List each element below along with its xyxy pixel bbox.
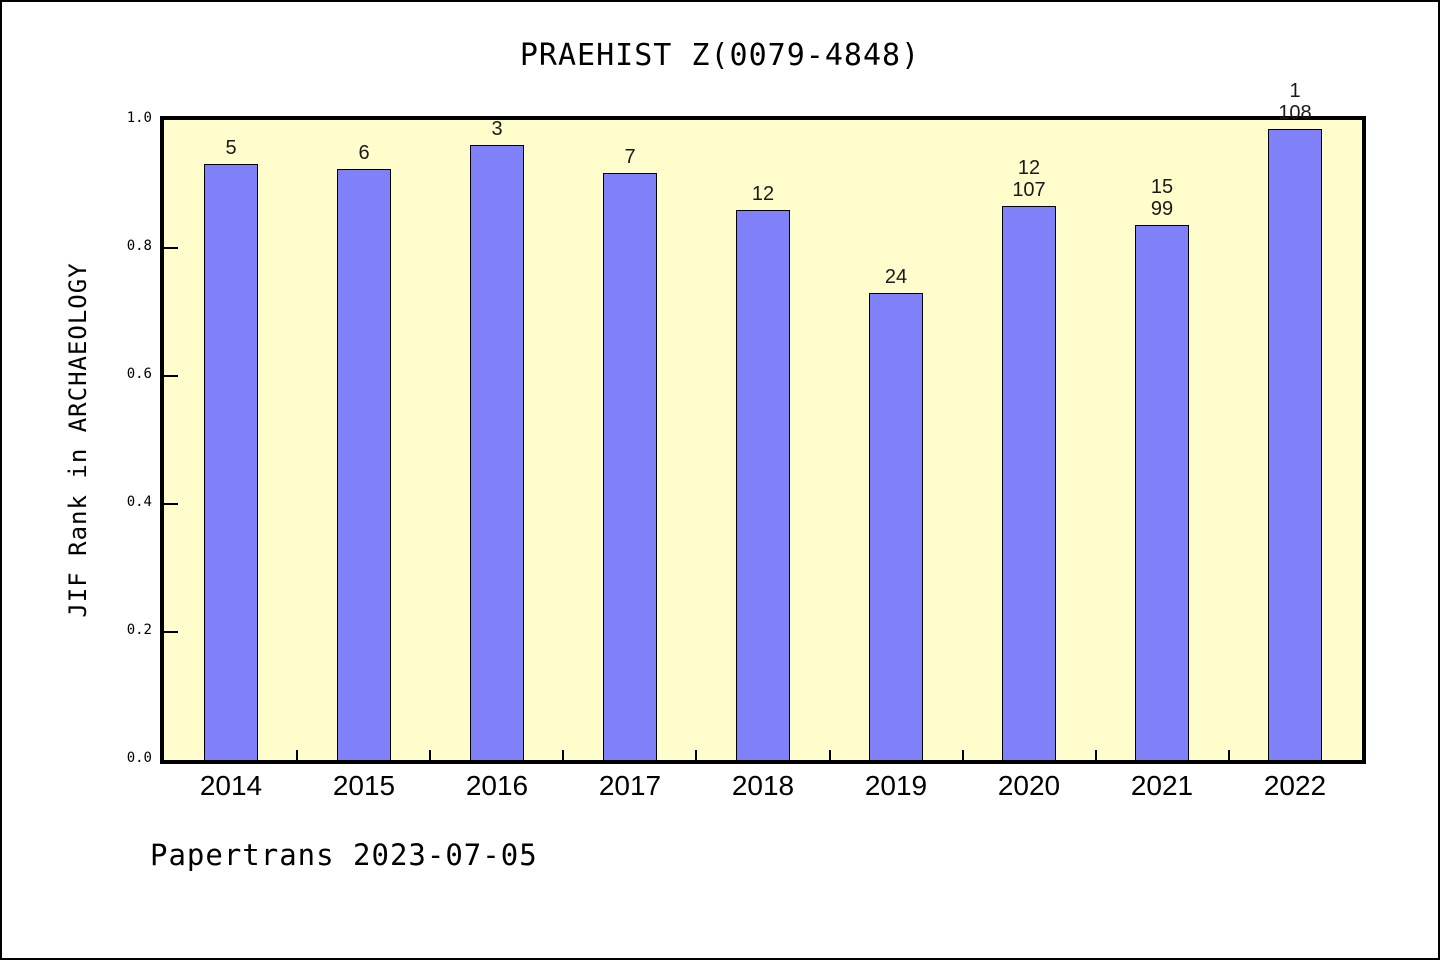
bar-label-line: 24 [884, 266, 908, 288]
bar-label-2014: 5 [171, 137, 291, 159]
bar-label-line: 107 [1012, 179, 1046, 201]
bar-label-2019: 24 [836, 266, 956, 288]
bar-label-line: 99 [1150, 198, 1174, 220]
y-tick-label-1.0: 1.0 [126, 110, 152, 126]
y-tick-label-0.4: 0.4 [126, 494, 152, 510]
bar-label-2018: 12 [703, 183, 823, 205]
bar-label-line: 5 [225, 137, 237, 159]
bar-label-line: 108 [1278, 102, 1312, 124]
x-tick-label-2019: 2019 [864, 770, 928, 801]
x-tick-label-2020: 2020 [997, 770, 1061, 801]
y-tick-mark [164, 503, 178, 505]
chart-title: PRAEHIST Z(0079-4848) [519, 38, 921, 73]
bar-2016 [470, 145, 524, 760]
x-tick-label-2015: 2015 [332, 770, 396, 801]
bar-2021 [1135, 225, 1189, 760]
y-axis-title: JIF Rank in ARCHAEOLOGY [64, 262, 92, 618]
bar-label-line: 12 [1017, 157, 1041, 179]
footer-watermark: Papertrans 2023-07-05 [150, 838, 538, 872]
bar-label-2020: 12 107 [969, 157, 1089, 201]
x-tick-label-2022: 2022 [1263, 770, 1327, 801]
x-tick-mark [1095, 750, 1097, 760]
bar-2019 [869, 293, 923, 760]
bar-label-line: 12 [751, 183, 775, 205]
x-tick-label-2016: 2016 [465, 770, 529, 801]
y-tick-mark [164, 631, 178, 633]
y-tick-mark [164, 375, 178, 377]
x-tick-mark [296, 750, 298, 760]
x-tick-mark [562, 750, 564, 760]
bar-2020 [1002, 206, 1056, 760]
bar-label-2022: 1 108 [1235, 80, 1355, 124]
y-tick-label-0.0: 0.0 [126, 750, 152, 766]
bar-2018 [736, 210, 790, 760]
x-tick-mark [962, 750, 964, 760]
y-tick-mark [164, 247, 178, 249]
bar-2014 [204, 164, 258, 760]
bar-label-line: 7 [624, 146, 636, 168]
x-tick-label-2017: 2017 [598, 770, 662, 801]
x-tick-mark [429, 750, 431, 760]
bar-label-line: 1 [1289, 80, 1301, 102]
x-tick-mark [695, 750, 697, 760]
bar-label-line: 3 [491, 118, 503, 140]
bar-label-2021: 15 99 [1102, 176, 1222, 220]
plot-area: 5 2014 6 2015 3 2016 7 2017 12 2018 24 2019 12 107 202… [127, 80, 1366, 801]
bar-label-line: 15 [1150, 176, 1174, 198]
x-tick-label-2021: 2021 [1130, 770, 1194, 801]
x-tick-mark [1228, 750, 1230, 760]
y-tick-label-0.6: 0.6 [126, 366, 152, 382]
bar-label-line: 6 [358, 142, 370, 164]
x-tick-mark [829, 750, 831, 760]
bar-label-2015: 6 [304, 142, 424, 164]
x-tick-label-2018: 2018 [731, 770, 795, 801]
x-tick-label-2014: 2014 [199, 770, 263, 801]
bar-label-2017: 7 [570, 146, 690, 168]
bar-label-2016: 3 [437, 118, 557, 140]
y-tick-label-0.2: 0.2 [126, 622, 152, 638]
bar-2017 [603, 173, 657, 760]
bar-2022 [1268, 129, 1322, 760]
y-tick-label-0.8: 0.8 [126, 238, 152, 254]
bar-2015 [337, 169, 391, 760]
